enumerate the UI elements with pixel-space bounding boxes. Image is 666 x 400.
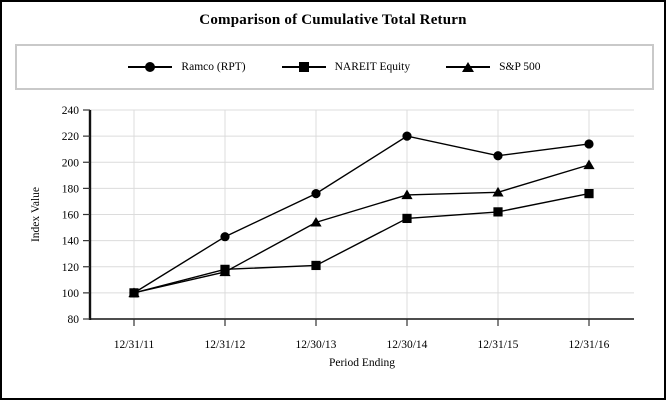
y-axis-tick-labels: 80 100 120 140 160 180 200 220 240 — [62, 105, 80, 326]
svg-text:12/30/13: 12/30/13 — [296, 339, 337, 351]
legend-label: S&P 500 — [499, 61, 541, 73]
triangle-line-marker-icon — [446, 61, 491, 73]
svg-text:80: 80 — [68, 314, 80, 326]
legend-label: Ramco (RPT) — [181, 61, 246, 73]
x-axis-tick-labels: 12/31/11 12/31/12 12/30/13 12/30/14 12/31/15… — [114, 339, 610, 351]
legend-item-ramco-rpt: Ramco (RPT) — [128, 61, 246, 73]
svg-text:12/31/12: 12/31/12 — [205, 339, 246, 351]
svg-text:12/30/14: 12/30/14 — [387, 339, 428, 351]
legend-label: NAREIT Equity — [334, 61, 411, 73]
square-line-marker-icon — [281, 61, 326, 73]
svg-text:Index Value: Index Value — [30, 187, 42, 242]
chart-legend: Ramco (RPT) NAREIT Equity S&P 500 — [15, 44, 654, 90]
legend-item-nareit-equity: NAREIT Equity — [281, 61, 411, 73]
chart-title: Comparison of Cumulative Total Return — [199, 12, 467, 28]
x-axis-title: Period Ending — [329, 357, 395, 369]
svg-text:12/31/16: 12/31/16 — [569, 339, 610, 351]
circle-line-marker-icon — [128, 61, 173, 73]
svg-text:160: 160 — [62, 210, 80, 222]
y-axis-title: Index Value — [30, 187, 42, 242]
y-axis-ticks — [83, 109, 90, 320]
svg-text:12/31/15: 12/31/15 — [478, 339, 519, 351]
svg-text:Period Ending: Period Ending — [329, 357, 395, 369]
x-axis-ticks — [133, 319, 590, 326]
svg-text:240: 240 — [62, 105, 80, 117]
series-line-s-p-500 — [133, 164, 590, 294]
svg-text:100: 100 — [62, 288, 80, 300]
series-line-nareit-equity — [133, 192, 590, 294]
svg-text:120: 120 — [62, 262, 80, 274]
legend-item-sp-500: S&P 500 — [446, 61, 541, 73]
svg-text:12/31/11: 12/31/11 — [114, 339, 155, 351]
svg-text:200: 200 — [62, 157, 80, 169]
horizontal-gridlines — [90, 109, 634, 294]
svg-text:140: 140 — [62, 236, 80, 248]
svg-text:180: 180 — [62, 183, 80, 195]
svg-text:220: 220 — [62, 131, 80, 143]
series-markers-nareit-equity — [129, 189, 594, 298]
series-line-ramco-rpt — [133, 135, 590, 294]
